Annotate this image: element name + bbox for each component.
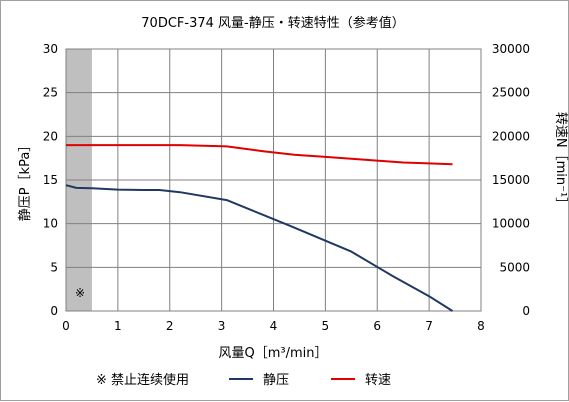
x-tick-label: 7 — [425, 319, 433, 333]
y-left-tick-label: 5 — [50, 260, 58, 274]
series-line-rotation-speed — [66, 144, 453, 166]
x-tick-label: 0 — [62, 319, 70, 333]
x-axis-label: 风量Q［m³/min］ — [218, 346, 327, 361]
shade-marker-label: ※ — [75, 286, 85, 300]
legend: ※ 禁止连续使用 静压 转速 — [96, 372, 391, 388]
series-line-static-pressure — [65, 184, 454, 312]
y-left-tick-label: 10 — [43, 217, 58, 231]
y-right-tick-label: 5000 — [499, 260, 530, 274]
chart-title: 70DCF-374 风量-静压・转速特性（参考值） — [141, 15, 404, 31]
legend-label-rotation-speed: 转速 — [365, 373, 391, 388]
x-tick-label: 2 — [166, 319, 174, 333]
y-right-tick-label: 20000 — [492, 129, 530, 143]
y-right-axis-label: 转速N［min⁻¹］ — [553, 112, 568, 210]
y-right-tick-label: 15000 — [492, 173, 530, 187]
y-right-tick-label: 25000 — [492, 86, 530, 100]
x-tick-label: 8 — [477, 319, 485, 333]
y-left-tick-label: 15 — [43, 173, 58, 187]
x-tick-labels: 0 1 2 3 4 5 6 7 8 — [62, 319, 485, 333]
x-tick-label: 6 — [373, 319, 381, 333]
x-tick-label: 5 — [322, 319, 330, 333]
legend-label-static-pressure: 静压 — [263, 373, 289, 388]
series-lines — [65, 144, 454, 312]
x-tick-label: 1 — [114, 319, 122, 333]
y-left-axis-label: 静压P［kPa］ — [18, 139, 33, 222]
y-right-tick-label: 0 — [522, 304, 530, 318]
y-left-tick-label: 0 — [50, 304, 58, 318]
y-left-tick-label: 20 — [43, 129, 58, 143]
y-left-tick-labels: 0 5 10 15 20 25 30 — [43, 42, 58, 318]
y-left-tick-label: 30 — [43, 42, 58, 56]
y-right-tick-label: 10000 — [492, 217, 530, 231]
y-right-tick-label: 30000 — [492, 42, 530, 56]
y-right-tick-labels: 0 5000 10000 15000 20000 25000 30000 — [492, 42, 530, 318]
x-tick-label: 4 — [270, 319, 278, 333]
plot-border — [65, 48, 482, 312]
legend-shade-label: ※ 禁止连续使用 — [96, 372, 189, 388]
x-tick-label: 3 — [218, 319, 226, 333]
y-left-tick-label: 25 — [43, 86, 58, 100]
